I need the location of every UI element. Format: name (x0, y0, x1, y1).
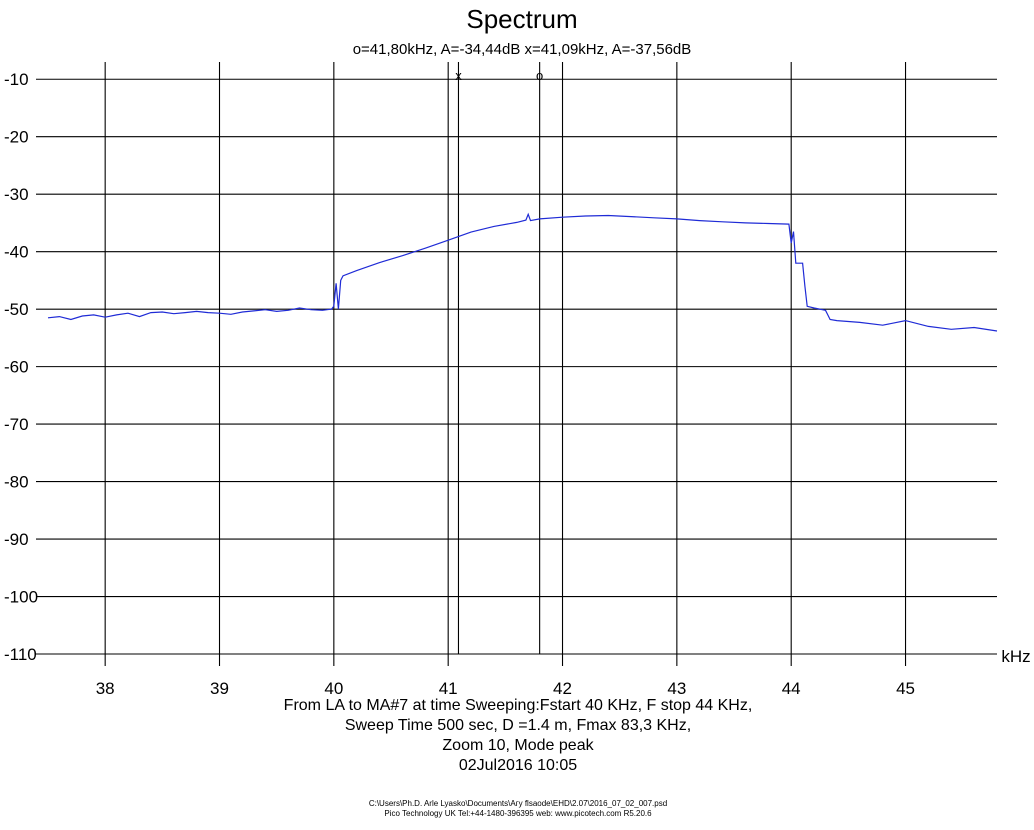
cursor-readout: o=41,80kHz, A=-34,44dB x=41,09kHz, A=-37… (353, 41, 692, 58)
y-tick-label-5: -60 (4, 358, 29, 377)
y-tick-label-9: -100 (4, 588, 38, 607)
x-tick-label-0: 38 (96, 679, 115, 698)
cursor-label-x: x (455, 68, 462, 83)
caption-line-1: From LA to MA#7 at time Sweeping:Fstart … (284, 697, 753, 714)
footer-path: C:\Users\Ph.D. Arle Lyasko\Documents\Агу… (369, 799, 667, 808)
x-tick-label-3: 41 (439, 679, 458, 698)
y-tick-label-2: -30 (4, 185, 29, 204)
y-tick-label-1: -20 (4, 128, 29, 147)
footer-vendor: Pico Technology UK Tel:+44-1480-396395 w… (384, 809, 652, 818)
y-tick-label-0: -10 (4, 70, 29, 89)
x-tick-labels: 38 39 40 41 42 43 44 45 (96, 679, 915, 698)
y-tick-label-4: -50 (4, 300, 29, 319)
chart-title: Spectrum (466, 4, 577, 34)
caption-line-3: Zoom 10, Mode peak (442, 737, 594, 754)
caption-line-4: 02Jul2016 10:05 (459, 757, 577, 774)
x-tick-label-2: 40 (324, 679, 343, 698)
y-tick-label-10: -110 (4, 645, 37, 664)
y-tick-label-8: -90 (4, 530, 29, 549)
horizontal-gridlines (36, 78, 997, 655)
caption-line-2: Sweep Time 500 sec, D =1.4 m, Fmax 83,3 … (345, 717, 691, 734)
vertical-gridlines (104, 62, 907, 666)
x-tick-label-4: 42 (553, 679, 572, 698)
y-tick-label-3: -40 (4, 243, 29, 262)
x-tick-label-5: 43 (667, 679, 686, 698)
y-tick-label-6: -70 (4, 415, 29, 434)
x-tick-label-7: 45 (896, 679, 915, 698)
y-tick-labels: -10 -20 -30 -40 -50 -60 -70 -80 -90 -100 -110 (4, 70, 38, 664)
x-tick-label-6: 44 (782, 679, 801, 698)
cursor-label-o: o (536, 68, 543, 83)
spectrum-trace (47, 212, 998, 332)
x-tick-label-1: 39 (210, 679, 229, 698)
x-axis-unit: kHz (1001, 647, 1030, 666)
y-tick-label-7: -80 (4, 473, 29, 492)
